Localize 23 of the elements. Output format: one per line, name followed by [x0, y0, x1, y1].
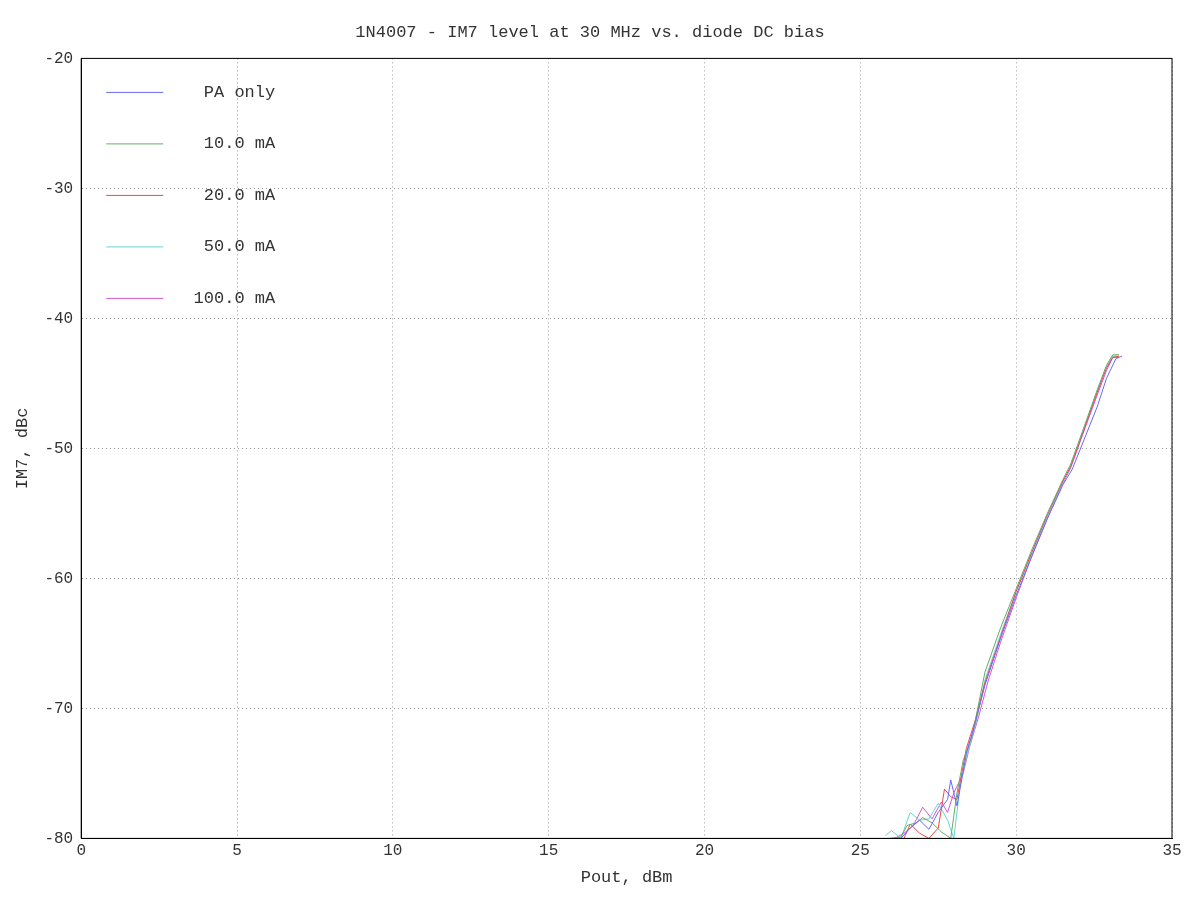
- x-tick-label: 15: [539, 842, 559, 861]
- x-axis-title: Pout, dBm: [580, 868, 673, 888]
- y-tick-label: -70: [44, 699, 74, 718]
- legend-label: 100.0 mA: [193, 288, 276, 308]
- legend-label: 50.0 mA: [203, 237, 276, 257]
- x-tick-label: 20: [694, 842, 715, 861]
- x-tick-label: 35: [1162, 842, 1182, 861]
- legend-label: 10.0 mA: [203, 134, 276, 154]
- legend-label: 20.0 mA: [203, 185, 276, 205]
- x-tick-label: 10: [383, 842, 403, 861]
- y-tick-label: -80: [44, 829, 74, 848]
- y-tick-label: -40: [44, 309, 74, 328]
- y-tick-label: -60: [44, 569, 74, 588]
- chart-title: 1N4007 - IM7 level at 30 MHz vs. diode DC bias: [355, 22, 825, 42]
- x-tick-label: 25: [850, 842, 870, 861]
- y-axis-title: IM7, dBc: [12, 407, 32, 490]
- y-tick-label: -30: [44, 179, 74, 198]
- x-tick-label: 0: [76, 842, 87, 861]
- legend-label: PA only: [203, 82, 276, 102]
- x-tick-label: 5: [232, 842, 242, 861]
- y-tick-label: -20: [44, 49, 74, 68]
- x-tick-label: 30: [1006, 842, 1026, 861]
- y-tick-label: -50: [44, 439, 74, 458]
